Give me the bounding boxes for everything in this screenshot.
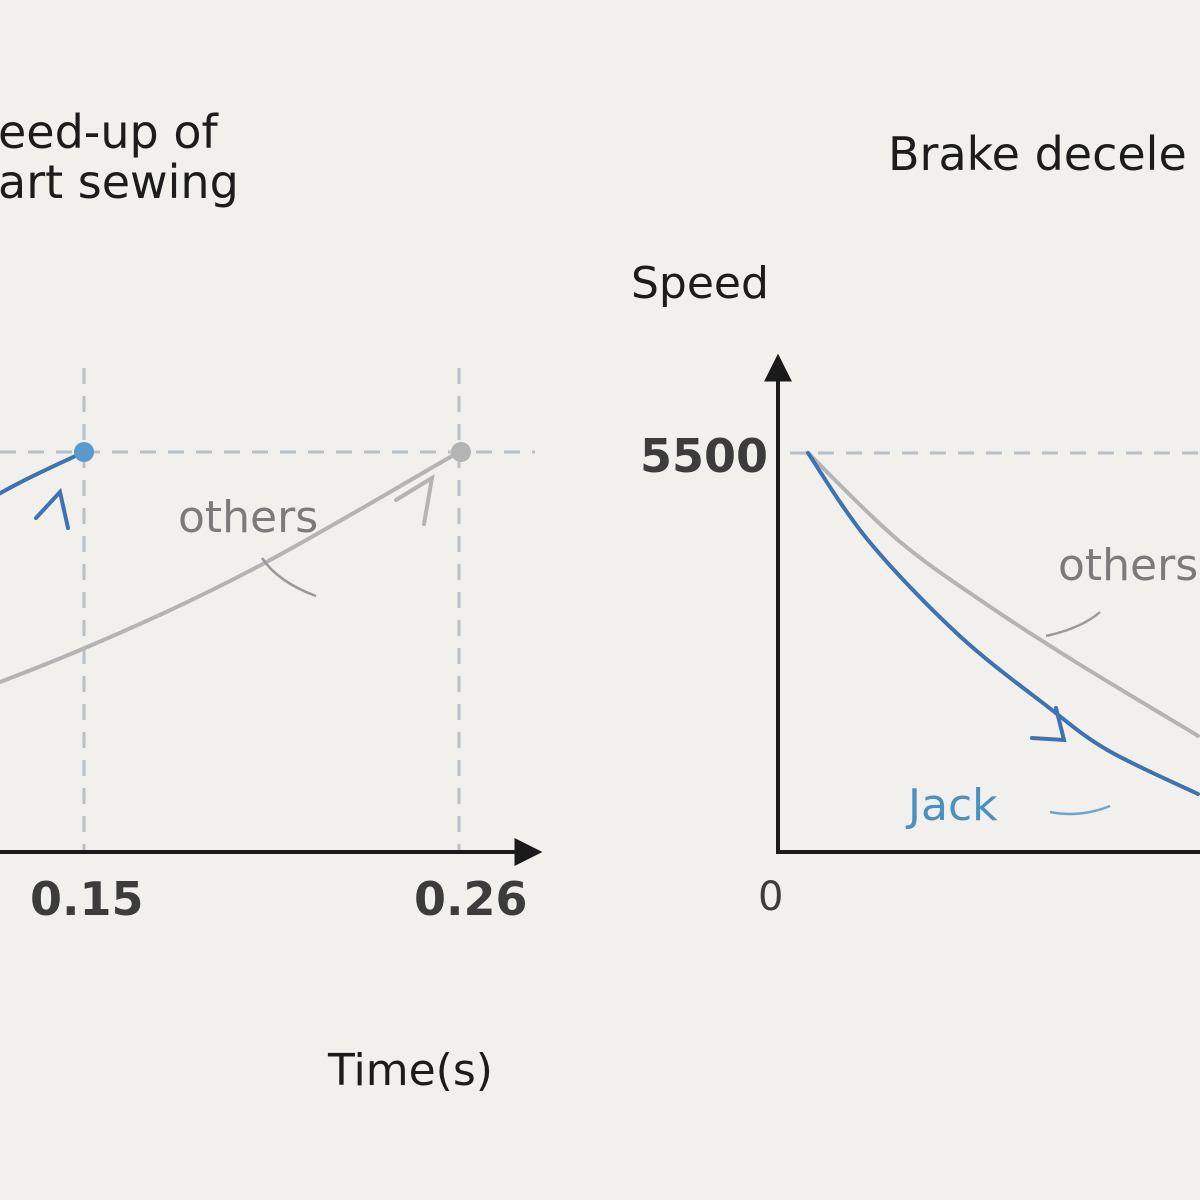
left-x-axis-label: Time(s): [327, 1045, 493, 1096]
right-jack-leader: [1049, 804, 1111, 816]
left-title-line-2: art sewing: [0, 155, 239, 209]
right-chart: Brake decele Speed others Jack 5500 0: [631, 127, 1200, 920]
left-others-endpoint: [451, 442, 471, 462]
right-series-others-line: [806, 451, 1200, 738]
left-jack-direction-arrow: [34, 487, 70, 530]
right-y-tick-5500: 5500: [640, 429, 768, 483]
left-series-others-line: [0, 450, 461, 685]
left-chart: eed-up of art sewing others 0.15 0.26 Ti…: [0, 105, 543, 1096]
right-others-label: others: [1058, 540, 1198, 591]
right-jack-label: Jack: [905, 780, 998, 831]
left-title-line-1: eed-up of: [0, 105, 220, 159]
right-y-axis-label: Speed: [631, 258, 769, 309]
right-jack-direction-arrow: [1030, 706, 1067, 743]
left-jack-endpoint: [74, 442, 94, 462]
right-series-jack-line: [806, 451, 1200, 796]
left-x-tick-2: 0.26: [414, 872, 528, 926]
left-x-tick-1: 0.15: [30, 872, 144, 926]
left-others-label: others: [178, 492, 318, 543]
left-others-leader: [260, 557, 317, 598]
left-series-jack-line: [0, 450, 86, 496]
right-x-tick-0: 0: [758, 874, 783, 920]
right-title: Brake decele: [888, 127, 1187, 181]
left-others-direction-arrow: [394, 473, 435, 526]
right-others-leader: [1045, 611, 1101, 638]
